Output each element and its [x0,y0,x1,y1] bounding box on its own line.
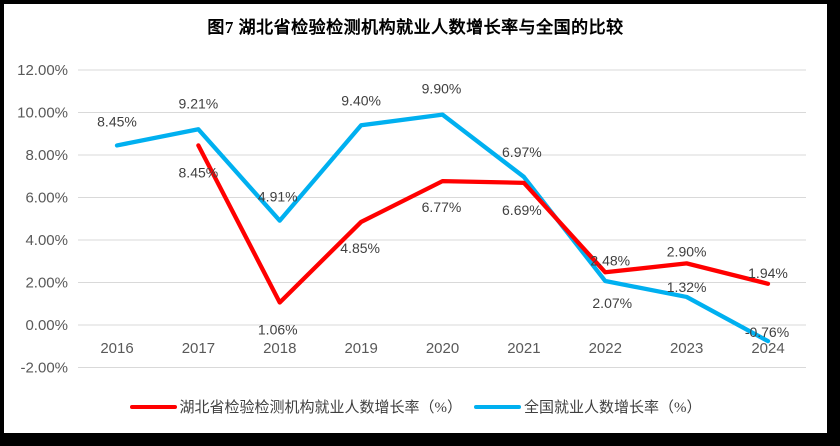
data-label-national: 2.07% [592,295,632,311]
x-axis-label: 2017 [182,340,215,357]
data-label-hubei: 2.48% [590,252,630,268]
data-label-hubei: 6.77% [422,199,462,215]
data-label-national: -0.76% [745,324,789,340]
chart-canvas: 图7 湖北省检验检测机构就业人数增长率与全国的比较 湖北省检验检测机构就业人数增… [4,4,827,433]
series-line-national [114,112,771,344]
series-line-hubei [196,143,771,305]
data-label-national: 9.21% [179,95,219,111]
x-axis-label: 2019 [344,340,377,357]
y-axis-tick-label: 12.00% [17,62,68,79]
data-label-national: 6.97% [502,144,542,160]
y-axis-tick-label: 8.00% [25,147,68,164]
legend-swatch-national [474,404,521,409]
chart-legend: 湖北省检验检测机构就业人数增长率（%） 全国就业人数增长率（%） [4,396,827,417]
y-axis-tick-label: 2.00% [25,275,68,292]
x-axis-label: 2018 [263,340,296,357]
y-axis-tick-label: 6.00% [25,190,68,207]
data-label-national: 4.91% [258,189,298,205]
x-axis-label: 2022 [589,340,622,357]
y-axis-tick-label: 4.00% [25,232,68,249]
data-label-hubei: 2.90% [667,243,707,259]
x-axis-label: 2021 [507,340,540,357]
legend-swatch-hubei [129,404,177,409]
legend-item-national: 全国就业人数增长率（%） [474,396,702,417]
legend-label-hubei: 湖北省检验检测机构就业人数增长率（%） [179,400,463,416]
data-label-hubei: 4.85% [340,240,380,256]
data-label-national: 9.40% [341,92,381,108]
x-axis-label: 2020 [426,340,459,357]
y-axis-tick-label: 0.00% [25,317,68,334]
chart-title: 图7 湖北省检验检测机构就业人数增长率与全国的比较 [207,18,624,37]
data-label-national: 1.32% [667,279,707,295]
x-axis-label: 2024 [751,340,784,357]
data-label-hubei: 1.94% [748,265,788,281]
data-label-hubei: 1.06% [258,321,298,337]
data-label-hubei: 8.45% [179,164,219,180]
x-axis-label: 2023 [670,340,703,357]
data-label-hubei: 6.69% [502,202,542,218]
legend-item-hubei: 湖北省检验检测机构就业人数增长率（%） [129,396,463,417]
y-axis-tick-label: -2.00% [20,360,68,377]
data-label-national: 9.90% [422,81,462,97]
data-label-national: 8.45% [97,113,137,129]
y-axis-tick-label: 10.00% [17,105,68,122]
x-axis-label: 2016 [100,340,133,357]
legend-label-national: 全国就业人数增长率（%） [524,400,702,416]
